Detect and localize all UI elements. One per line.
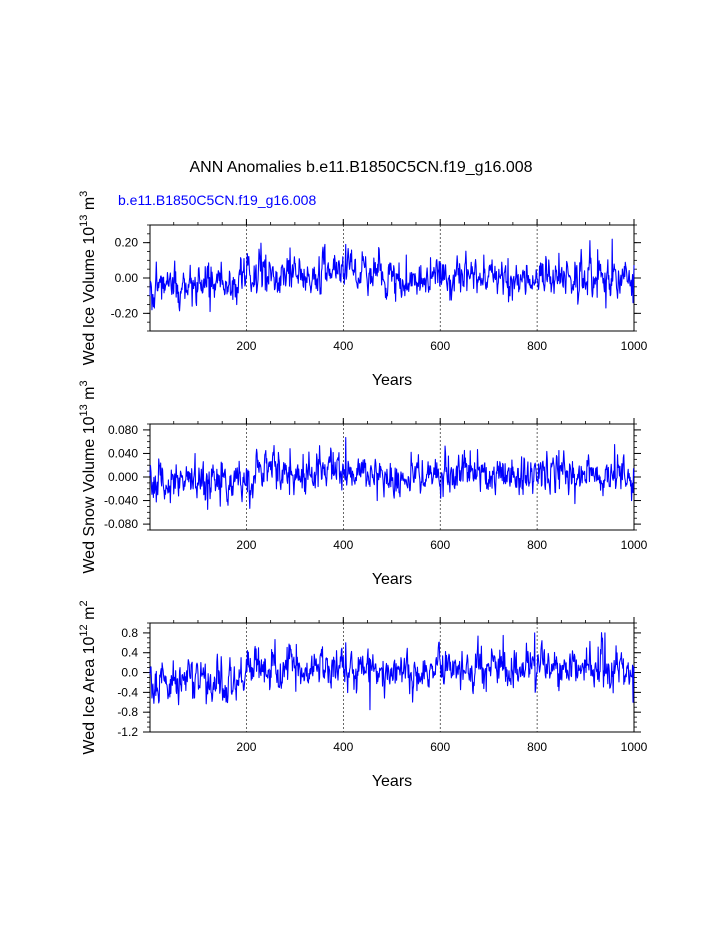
x-axis-label: Years bbox=[372, 571, 412, 588]
x-tick-label: 600 bbox=[430, 740, 450, 754]
x-tick-label: 400 bbox=[333, 339, 353, 353]
y-tick-label: -1.2 bbox=[117, 725, 138, 739]
x-axis-label: Years bbox=[372, 372, 412, 389]
y-tick-label: 0.00 bbox=[115, 271, 139, 285]
y-tick-label: 0.000 bbox=[108, 470, 138, 484]
y-axis-label-part: Wed Ice Volume 10 bbox=[81, 227, 98, 366]
x-tick-label: 1000 bbox=[621, 538, 648, 552]
y-tick-label: -0.4 bbox=[117, 685, 138, 699]
page-subtitle: b.e11.B1850C5CN.f19_g16.008 bbox=[118, 192, 316, 208]
y-axis-label: Wed Snow Volume 1013 m3 bbox=[78, 380, 98, 573]
y-tick-label: -0.040 bbox=[104, 494, 138, 508]
x-axis-label: Years bbox=[372, 773, 412, 790]
y-axis-label: Wed Ice Area 1012 m2 bbox=[78, 600, 98, 754]
y-tick-label: -0.080 bbox=[104, 517, 138, 531]
y-axis-label-part: m bbox=[81, 386, 98, 404]
x-tick-label: 800 bbox=[527, 538, 547, 552]
y-tick-label: -0.20 bbox=[111, 306, 139, 320]
y-axis-label-part: 3 bbox=[78, 191, 90, 197]
y-tick-label: 0.20 bbox=[115, 236, 139, 250]
y-tick-label: 0.080 bbox=[108, 423, 138, 437]
x-tick-label: 200 bbox=[236, 339, 256, 353]
y-axis-label-part: 13 bbox=[78, 404, 90, 416]
y-tick-label: 0.4 bbox=[121, 646, 138, 660]
panel-ice-area: 200 400 600 800 1000 0.8 0.4 0.0 -0.4 -0.8 -1.2 Yea… bbox=[78, 600, 648, 790]
x-tick-label: 600 bbox=[430, 339, 450, 353]
y-axis-label: Wed Ice Volume 1013 m3 bbox=[78, 191, 98, 366]
x-tick-label: 600 bbox=[430, 538, 450, 552]
x-tick-label: 200 bbox=[236, 538, 256, 552]
x-tick-label: 400 bbox=[333, 740, 353, 754]
y-axis-label-part: 12 bbox=[78, 624, 90, 636]
page-title: ANN Anomalies b.e11.B1850C5CN.f19_g16.00… bbox=[189, 159, 532, 176]
series-line bbox=[149, 436, 635, 510]
x-tick-label: 200 bbox=[236, 740, 256, 754]
y-tick-label: -0.8 bbox=[117, 705, 138, 719]
x-tick-label: 1000 bbox=[621, 740, 648, 754]
x-tick-label: 1000 bbox=[621, 339, 648, 353]
y-axis-label-part: 2 bbox=[78, 600, 90, 606]
series-line bbox=[149, 632, 635, 711]
y-axis-label-part: Wed Ice Area 10 bbox=[81, 636, 98, 754]
y-axis-label-part: Wed Snow Volume 10 bbox=[81, 416, 98, 573]
y-tick-label: 0.040 bbox=[108, 446, 138, 460]
y-axis-label-part: m bbox=[81, 607, 98, 625]
y-tick-label: 0.8 bbox=[121, 626, 138, 640]
y-axis-label-part: m bbox=[81, 197, 98, 215]
x-tick-label: 800 bbox=[527, 339, 547, 353]
y-axis-label-part: 3 bbox=[78, 380, 90, 386]
x-tick-label: 800 bbox=[527, 740, 547, 754]
panel-snow-volume: 200 400 600 800 1000 0.080 0.040 0.000 -0.040 -0.… bbox=[78, 380, 648, 588]
series-line bbox=[149, 238, 635, 313]
x-tick-label: 400 bbox=[333, 538, 353, 552]
y-axis-label-part: 13 bbox=[78, 215, 90, 227]
panel-ice-volume: 200 400 600 800 1000 0.20 0.00 -0.20 Years Wed Ic… bbox=[78, 191, 648, 389]
y-tick-label: 0.0 bbox=[121, 666, 138, 680]
